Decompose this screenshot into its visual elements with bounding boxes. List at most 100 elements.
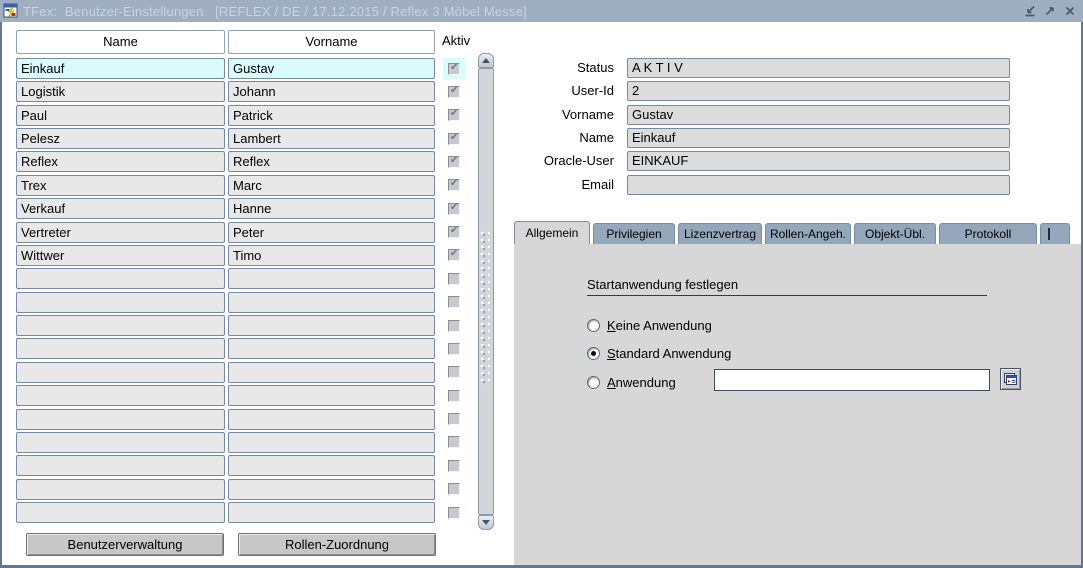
aktiv-checkbox[interactable] <box>448 62 460 75</box>
row-vorname-field[interactable] <box>228 478 435 500</box>
scrollbar-thumb[interactable] <box>478 68 494 515</box>
row-vorname-field[interactable]: Timo <box>228 244 435 266</box>
row-name-field[interactable]: Pelesz <box>16 128 225 150</box>
aktiv-checkbox[interactable] <box>448 436 460 449</box>
row-name-field[interactable]: Vertreter <box>16 221 225 243</box>
row-aktiv-cell <box>443 292 465 313</box>
aktiv-checkbox[interactable] <box>448 459 460 472</box>
tab-privilegien[interactable]: Privilegien <box>593 223 675 244</box>
anwendung-input[interactable] <box>714 369 990 391</box>
row-name-field[interactable] <box>16 385 225 407</box>
aktiv-checkbox[interactable] <box>448 296 460 309</box>
minimize-icon[interactable] <box>1023 4 1037 18</box>
row-name-field[interactable]: Paul <box>16 104 225 126</box>
name-field[interactable]: Einkauf <box>627 128 1010 149</box>
row-vorname-field[interactable]: Hanne <box>228 198 435 220</box>
row-vorname-field[interactable]: Marc <box>228 174 435 196</box>
row-vorname-field[interactable]: Peter <box>228 221 435 243</box>
row-name-field[interactable]: Wittwer <box>16 244 225 266</box>
row-vorname-field[interactable] <box>228 385 435 407</box>
user-list-scrollbar[interactable] <box>478 53 494 530</box>
row-name-field[interactable] <box>16 478 225 500</box>
row-vorname-field[interactable]: Reflex <box>228 151 435 173</box>
tab-protokoll[interactable]: Protokoll <box>939 223 1037 244</box>
restore-icon[interactable] <box>1043 4 1057 18</box>
tab-rollen-angeh[interactable]: Rollen-Angeh. <box>765 223 851 244</box>
user-id-field[interactable]: 2 <box>627 81 1010 102</box>
aktiv-checkbox[interactable] <box>448 342 460 355</box>
aktiv-checkbox[interactable] <box>448 272 460 285</box>
row-name-field[interactable] <box>16 455 225 477</box>
aktiv-checkbox[interactable] <box>448 178 460 192</box>
vorname-field[interactable]: Gustav <box>627 104 1010 125</box>
status-field[interactable]: A K T I V <box>627 58 1010 78</box>
row-vorname-field[interactable]: Gustav <box>228 58 435 79</box>
aktiv-checkbox[interactable] <box>448 132 460 145</box>
row-name-field[interactable]: Verkauf <box>16 198 225 220</box>
tab-allgemein[interactable]: Allgemein <box>514 221 590 244</box>
radio-option-keine-anwendung[interactable]: Keine Anwendung <box>587 317 712 333</box>
anwendung-lov-button[interactable] <box>1000 368 1021 390</box>
radio-icon[interactable] <box>587 346 600 360</box>
window-controls <box>1023 4 1077 18</box>
row-vorname-field[interactable]: Patrick <box>228 104 435 126</box>
row-name-field[interactable]: Einkauf <box>16 58 225 79</box>
email-field[interactable] <box>627 174 1010 195</box>
aktiv-checkbox[interactable] <box>448 155 460 168</box>
row-name-field[interactable]: Logistik <box>16 81 225 103</box>
close-icon[interactable] <box>1063 4 1077 18</box>
row-vorname-field[interactable] <box>228 361 435 383</box>
scroll-up-icon[interactable] <box>478 53 494 68</box>
radio-option-anwendung[interactable]: Anwendung <box>587 374 676 390</box>
table-row: Reflex Reflex <box>2 151 482 173</box>
tab-lizenzvertrag[interactable]: Lizenzvertrag <box>678 223 762 244</box>
aktiv-checkbox[interactable] <box>448 366 460 379</box>
tab-objekt-bl[interactable]: Objekt-Übl. <box>854 223 936 244</box>
row-name-field[interactable] <box>16 315 225 337</box>
aktiv-checkbox[interactable] <box>448 202 460 215</box>
aktiv-checkbox[interactable] <box>448 248 460 262</box>
row-vorname-field[interactable]: Johann <box>228 81 435 103</box>
row-name-field[interactable]: Trex <box>16 174 225 196</box>
row-name-field[interactable] <box>16 408 225 430</box>
aktiv-checkbox[interactable] <box>448 108 460 122</box>
row-vorname-field[interactable] <box>228 455 435 477</box>
row-name-field[interactable]: Reflex <box>16 151 225 173</box>
row-aktiv-cell <box>443 175 465 196</box>
row-vorname-field[interactable] <box>228 315 435 337</box>
row-name-field[interactable] <box>16 268 225 290</box>
scroll-down-icon[interactable] <box>478 515 494 530</box>
row-vorname-field[interactable] <box>228 502 435 524</box>
radio-option-standard-anwendung[interactable]: Standard Anwendung <box>587 345 731 361</box>
aktiv-checkbox[interactable] <box>448 85 460 98</box>
row-vorname-field[interactable] <box>228 268 435 290</box>
row-aktiv-cell <box>443 409 465 430</box>
row-name-field[interactable] <box>16 338 225 360</box>
aktiv-checkbox[interactable] <box>448 483 460 496</box>
aktiv-checkbox[interactable] <box>448 319 460 332</box>
row-name-field[interactable] <box>16 431 225 453</box>
row-vorname-field[interactable] <box>228 291 435 313</box>
table-row: Logistik Johann <box>2 81 482 103</box>
aktiv-checkbox[interactable] <box>448 413 460 426</box>
radio-icon[interactable] <box>587 318 600 332</box>
row-vorname-field[interactable] <box>228 408 435 430</box>
oracle-user-field[interactable]: EINKAUF <box>627 151 1010 172</box>
row-aktiv-cell <box>443 268 465 289</box>
row-aktiv-cell <box>443 432 465 453</box>
rollen-zuordnung-button[interactable]: Rollen-Zuordnung <box>238 533 436 556</box>
row-name-field[interactable] <box>16 291 225 313</box>
benutzerverwaltung-button[interactable]: Benutzerverwaltung <box>26 533 224 556</box>
row-name-field[interactable] <box>16 361 225 383</box>
radio-icon[interactable] <box>587 375 600 389</box>
aktiv-checkbox[interactable] <box>448 225 460 239</box>
row-vorname-field[interactable]: Lambert <box>228 128 435 150</box>
row-name-field[interactable] <box>16 502 225 524</box>
aktiv-checkbox[interactable] <box>448 506 460 519</box>
aktiv-checkbox[interactable] <box>448 389 460 402</box>
row-vorname-field[interactable] <box>228 338 435 360</box>
table-row <box>2 291 482 313</box>
row-vorname-field[interactable] <box>228 431 435 453</box>
window-title: TFex: Benutzer-Einstellungen [REFLEX / D… <box>23 3 527 19</box>
